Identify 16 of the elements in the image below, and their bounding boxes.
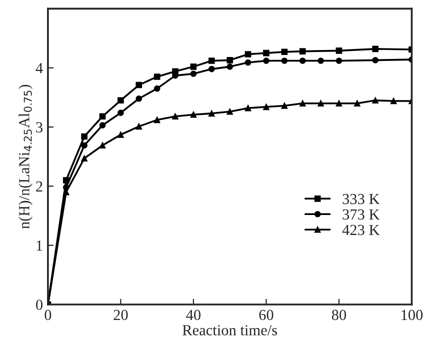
y-tick-label: 1 bbox=[36, 240, 42, 251]
y-tick-label: 4 bbox=[36, 63, 43, 74]
x-axis-title: Reaction time/s bbox=[182, 325, 278, 336]
y-tick-label: 3 bbox=[36, 122, 42, 132]
x-tick-label: 20 bbox=[114, 310, 128, 320]
legend-label: 423 K bbox=[342, 224, 380, 236]
y-axis-title: n(H)/n(LaNi$_{4.25}$Al$_{0.75}$) bbox=[18, 84, 32, 229]
x-tick-label: 0 bbox=[44, 310, 52, 320]
y-tick-label: 0 bbox=[36, 300, 42, 310]
legend-label: 373 K bbox=[342, 209, 380, 220]
legend-label: 333 K bbox=[342, 194, 380, 204]
x-tick-label: 60 bbox=[259, 310, 274, 320]
x-tick-label: 40 bbox=[186, 310, 201, 320]
x-tick-label: 100 bbox=[402, 310, 423, 320]
y-tick-label: 2 bbox=[36, 181, 42, 192]
x-tick-label: 80 bbox=[332, 310, 346, 320]
